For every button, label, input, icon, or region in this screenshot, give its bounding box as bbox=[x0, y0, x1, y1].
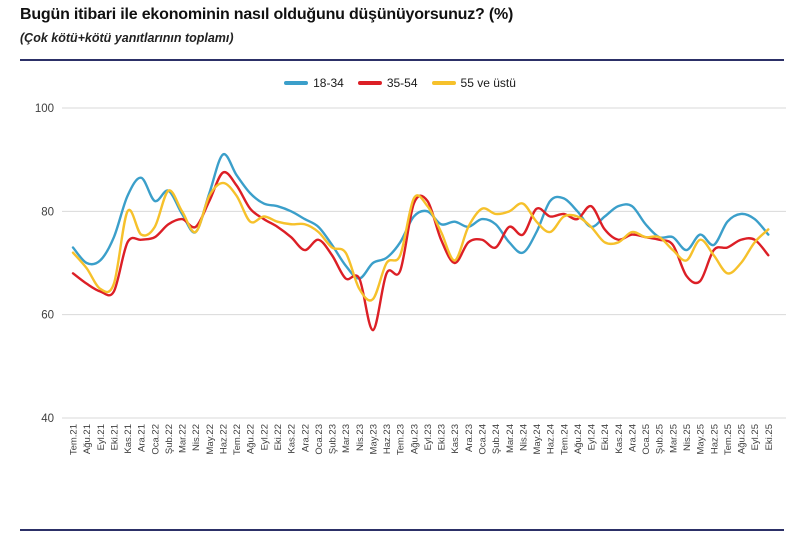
x-tick-label: Ağu.24 bbox=[573, 424, 584, 454]
x-tick-label: Ağu.23 bbox=[409, 424, 420, 454]
x-tick-label: Nis.22 bbox=[191, 424, 202, 451]
x-tick-label: Tem.22 bbox=[232, 424, 243, 455]
page-title: Bugün itibari ile ekonominin nasıl olduğ… bbox=[20, 6, 514, 23]
x-tick-label: Oca.23 bbox=[314, 424, 325, 455]
x-tick-label: Eyl.25 bbox=[750, 424, 761, 450]
x-tick-label: Şub.25 bbox=[655, 424, 666, 454]
legend-swatch-blue bbox=[284, 81, 309, 85]
legend-item-55-plus: 55 ve üstü bbox=[431, 76, 516, 90]
x-tick-label: Haz.22 bbox=[218, 424, 229, 454]
x-tick-label: Tem.21 bbox=[69, 424, 80, 455]
x-tick-label: Ağu.25 bbox=[737, 424, 748, 454]
legend-swatch-red bbox=[357, 81, 382, 85]
x-tick-label: Oca.25 bbox=[641, 424, 652, 455]
x-tick-label: Şub.23 bbox=[328, 424, 339, 454]
x-tick-label: Mar.22 bbox=[178, 424, 189, 453]
x-tick-label: Eyl.23 bbox=[423, 424, 434, 450]
x-tick-label: Kas.22 bbox=[287, 424, 298, 454]
x-tick-label: Eyl.21 bbox=[96, 424, 107, 450]
gridlines bbox=[62, 107, 786, 419]
x-tick-label: Eyl.22 bbox=[259, 424, 270, 450]
bottom-divider bbox=[20, 529, 784, 531]
x-tick-label: May.24 bbox=[532, 424, 543, 454]
x-tick-label: Tem.25 bbox=[723, 424, 734, 455]
y-tick-label: 100 bbox=[35, 103, 54, 115]
y-tick-label: 80 bbox=[41, 206, 54, 218]
x-tick-label: Nis.25 bbox=[682, 424, 693, 451]
x-tick-label: Ağu.22 bbox=[246, 424, 257, 454]
x-tick-label: Nis.24 bbox=[518, 424, 529, 451]
top-divider bbox=[20, 59, 784, 61]
x-tick-label: Kas.23 bbox=[450, 424, 461, 454]
x-tick-label: Nis.23 bbox=[355, 424, 366, 451]
x-tick-label: Ara.23 bbox=[464, 424, 475, 452]
x-tick-label: Eki.24 bbox=[600, 424, 611, 450]
x-tick-label: Haz.23 bbox=[382, 424, 393, 454]
x-tick-label: Oca.24 bbox=[478, 424, 489, 455]
x-tick-label: Eki.23 bbox=[437, 424, 448, 450]
legend-item-35-54: 35-54 bbox=[357, 76, 418, 90]
x-tick-label: Mar.23 bbox=[341, 424, 352, 453]
x-tick-label: Ara.22 bbox=[300, 424, 311, 452]
x-tick-label: Eki.25 bbox=[764, 424, 775, 450]
x-tick-label: Ara.24 bbox=[627, 424, 638, 452]
legend-swatch-yellow bbox=[431, 81, 456, 85]
x-tick-label: Eki.22 bbox=[273, 424, 284, 450]
x-tick-label: Şub.22 bbox=[164, 424, 175, 454]
x-tick-label: Mar.24 bbox=[505, 424, 516, 453]
x-tick-label: Haz.25 bbox=[709, 424, 720, 454]
x-tick-label: Ara.21 bbox=[137, 424, 148, 452]
x-tick-label: Haz.24 bbox=[546, 424, 557, 454]
x-tick-label: May.25 bbox=[696, 424, 707, 454]
chart-legend: 18-34 35-54 55 ve üstü bbox=[0, 76, 800, 90]
legend-label: 35-54 bbox=[386, 76, 418, 90]
legend-item-18-34: 18-34 bbox=[284, 76, 344, 90]
x-tick-label: Oca.22 bbox=[150, 424, 161, 455]
x-axis-labels: Tem.21 Ağu.21 Eyl.21 Eki.21 Kas.21 Ara.21 Oca.… bbox=[69, 424, 775, 455]
y-tick-label: 60 bbox=[41, 310, 54, 322]
x-tick-label: Tem.23 bbox=[396, 424, 407, 455]
page-subtitle: (Çok kötü+kötü yanıtlarının toplamı) bbox=[20, 31, 234, 45]
x-tick-label: Şub.24 bbox=[491, 424, 502, 454]
x-tick-label: Ağu.21 bbox=[82, 424, 93, 454]
x-tick-label: Kas.21 bbox=[123, 424, 134, 454]
x-tick-label: Eyl.24 bbox=[587, 424, 598, 450]
y-tick-label: 40 bbox=[41, 413, 54, 425]
series-line-18-34 bbox=[71, 153, 770, 280]
series-line-55-ve-üstü bbox=[71, 181, 770, 302]
legend-label: 18-34 bbox=[313, 76, 344, 90]
x-tick-label: Eki.21 bbox=[109, 424, 120, 450]
legend-label: 55 ve üstü bbox=[460, 76, 516, 90]
x-tick-label: Tem.24 bbox=[559, 424, 570, 455]
x-tick-label: May.23 bbox=[368, 424, 379, 454]
y-axis-labels: 40 60 80 100 bbox=[35, 103, 54, 425]
x-tick-label: Mar.25 bbox=[668, 424, 679, 453]
x-tick-label: May.22 bbox=[205, 424, 216, 454]
x-tick-label: Kas.24 bbox=[614, 424, 625, 454]
